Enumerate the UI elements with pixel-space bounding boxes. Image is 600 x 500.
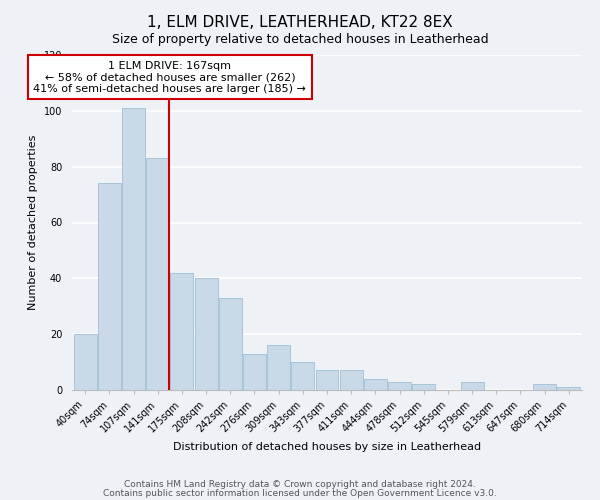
Text: Contains public sector information licensed under the Open Government Licence v3: Contains public sector information licen… [103, 488, 497, 498]
Bar [194, 278, 218, 390]
Bar [267, 346, 290, 390]
Text: 1, ELM DRIVE, LEATHERHEAD, KT22 8EX: 1, ELM DRIVE, LEATHERHEAD, KT22 8EX [147, 15, 453, 30]
Bar [364, 379, 387, 390]
Bar [412, 384, 435, 390]
Text: 1 ELM DRIVE: 167sqm
← 58% of detached houses are smaller (262)
41% of semi-detac: 1 ELM DRIVE: 167sqm ← 58% of detached ho… [34, 60, 307, 94]
Bar [74, 334, 97, 390]
Text: Size of property relative to detached houses in Leatherhead: Size of property relative to detached ho… [112, 32, 488, 46]
Bar [316, 370, 338, 390]
Bar [122, 108, 145, 390]
Text: Contains HM Land Registry data © Crown copyright and database right 2024.: Contains HM Land Registry data © Crown c… [124, 480, 476, 489]
Bar [461, 382, 484, 390]
Bar [170, 273, 193, 390]
Bar [98, 184, 121, 390]
Bar [557, 387, 580, 390]
Bar [219, 298, 242, 390]
Bar [146, 158, 169, 390]
Bar [388, 382, 411, 390]
X-axis label: Distribution of detached houses by size in Leatherhead: Distribution of detached houses by size … [173, 442, 481, 452]
Y-axis label: Number of detached properties: Number of detached properties [28, 135, 38, 310]
Bar [340, 370, 362, 390]
Bar [533, 384, 556, 390]
Bar [243, 354, 266, 390]
Bar [292, 362, 314, 390]
